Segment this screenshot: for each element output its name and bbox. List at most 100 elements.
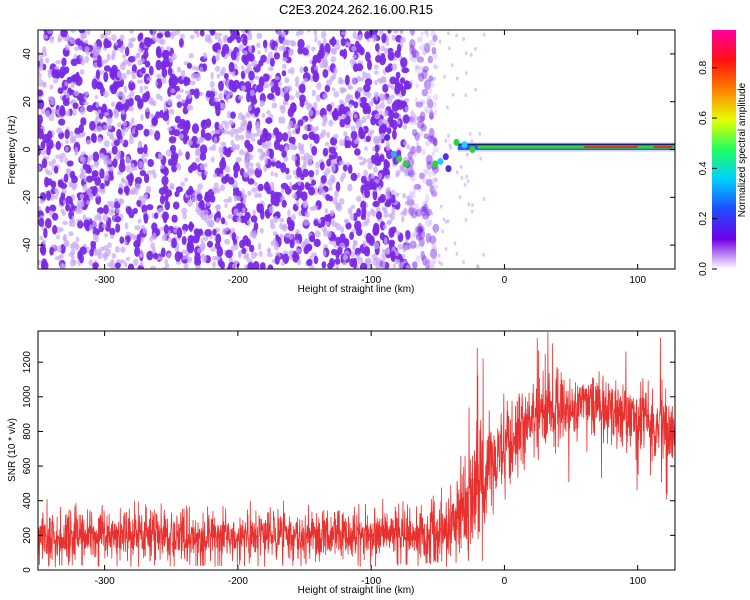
noise-point	[412, 113, 417, 121]
noise-point	[430, 30, 436, 38]
noise-point	[186, 139, 193, 146]
noise-point	[102, 154, 109, 161]
noise-point	[167, 98, 173, 106]
noise-point	[89, 120, 96, 131]
noise-point	[273, 215, 279, 224]
noise-point	[216, 189, 221, 194]
noise-point	[432, 52, 438, 60]
noise-point	[109, 227, 116, 236]
noise-point	[356, 75, 361, 83]
noise-point	[331, 164, 336, 173]
noise-point	[221, 176, 228, 184]
noise-point	[209, 80, 215, 88]
noise-point	[365, 51, 371, 62]
noise-point	[214, 42, 221, 52]
noise-point	[322, 38, 327, 46]
noise-point	[479, 156, 483, 161]
noise-point	[103, 65, 111, 72]
noise-point	[326, 104, 333, 112]
noise-point	[274, 255, 280, 265]
noise-point	[423, 203, 429, 214]
noise-point	[240, 85, 247, 92]
noise-point	[242, 199, 246, 205]
noise-point	[404, 106, 409, 113]
noise-point	[155, 228, 160, 237]
noise-point	[236, 196, 242, 201]
noise-point	[280, 106, 286, 114]
chart-title: C2E3.2024.262.16.00.R15	[279, 2, 433, 17]
noise-point	[60, 30, 68, 38]
noise-point	[137, 47, 143, 53]
colorbar-tick-label: 0.8	[698, 60, 709, 74]
noise-point	[458, 195, 462, 199]
snr-frame	[37, 330, 676, 571]
noise-point	[379, 194, 387, 203]
noise-point	[334, 190, 339, 198]
noise-point	[364, 217, 371, 224]
noise-point	[93, 161, 100, 168]
noise-point	[420, 205, 428, 213]
noise-point	[254, 75, 260, 80]
noise-point	[401, 67, 410, 74]
noise-point	[202, 236, 209, 242]
noise-point	[290, 214, 296, 221]
noise-point	[424, 211, 430, 219]
snr-x-tick-label: 100	[629, 576, 646, 587]
noise-point	[411, 128, 418, 137]
noise-point	[388, 119, 395, 128]
noise-point	[249, 244, 255, 253]
noise-point	[431, 169, 437, 177]
noise-point	[407, 157, 415, 167]
noise-point	[92, 220, 97, 228]
signal-hot	[653, 146, 673, 149]
noise-point	[271, 102, 278, 109]
noise-point	[432, 137, 438, 147]
noise-point	[394, 49, 401, 59]
noise-point	[64, 129, 70, 140]
noise-point	[455, 76, 459, 81]
noise-point	[215, 54, 221, 62]
noise-point	[224, 72, 229, 80]
noise-point	[429, 135, 436, 144]
noise-point	[358, 34, 363, 41]
signal-onset-point	[461, 141, 468, 149]
snr-x-tick-label: -300	[95, 576, 115, 587]
noise-point	[176, 66, 182, 73]
noise-point	[385, 39, 390, 47]
noise-point	[213, 182, 219, 190]
noise-point	[259, 227, 264, 234]
noise-point	[333, 107, 339, 118]
noise-point	[230, 50, 237, 61]
noise-point	[92, 54, 98, 61]
noise-point	[182, 223, 189, 232]
noise-point	[294, 76, 300, 85]
colorbar-tick-label: 0.0	[698, 262, 709, 276]
noise-point	[49, 98, 56, 106]
noise-point	[425, 108, 432, 114]
noise-point	[363, 246, 371, 257]
noise-point	[425, 194, 430, 203]
noise-point	[450, 63, 454, 68]
noise-point	[111, 141, 115, 147]
noise-point	[203, 209, 209, 216]
noise-point	[368, 101, 374, 107]
noise-point	[389, 76, 397, 85]
noise-point	[391, 34, 396, 41]
noise-point	[172, 201, 180, 210]
snr-y-axis: 0 200 400 600 800 1000 1200	[22, 351, 675, 573]
signal-onset-point	[402, 160, 409, 168]
noise-point	[290, 66, 295, 75]
noise-point	[266, 110, 271, 115]
noise-point	[96, 125, 103, 133]
noise-point	[425, 178, 433, 187]
noise-point	[386, 247, 390, 255]
noise-point	[63, 239, 70, 247]
noise-point	[417, 120, 425, 129]
noise-point	[254, 121, 261, 128]
noise-point	[428, 127, 435, 139]
noise-point	[247, 120, 253, 131]
noise-point	[88, 259, 93, 266]
noise-point	[392, 112, 400, 119]
noise-point	[46, 190, 51, 201]
